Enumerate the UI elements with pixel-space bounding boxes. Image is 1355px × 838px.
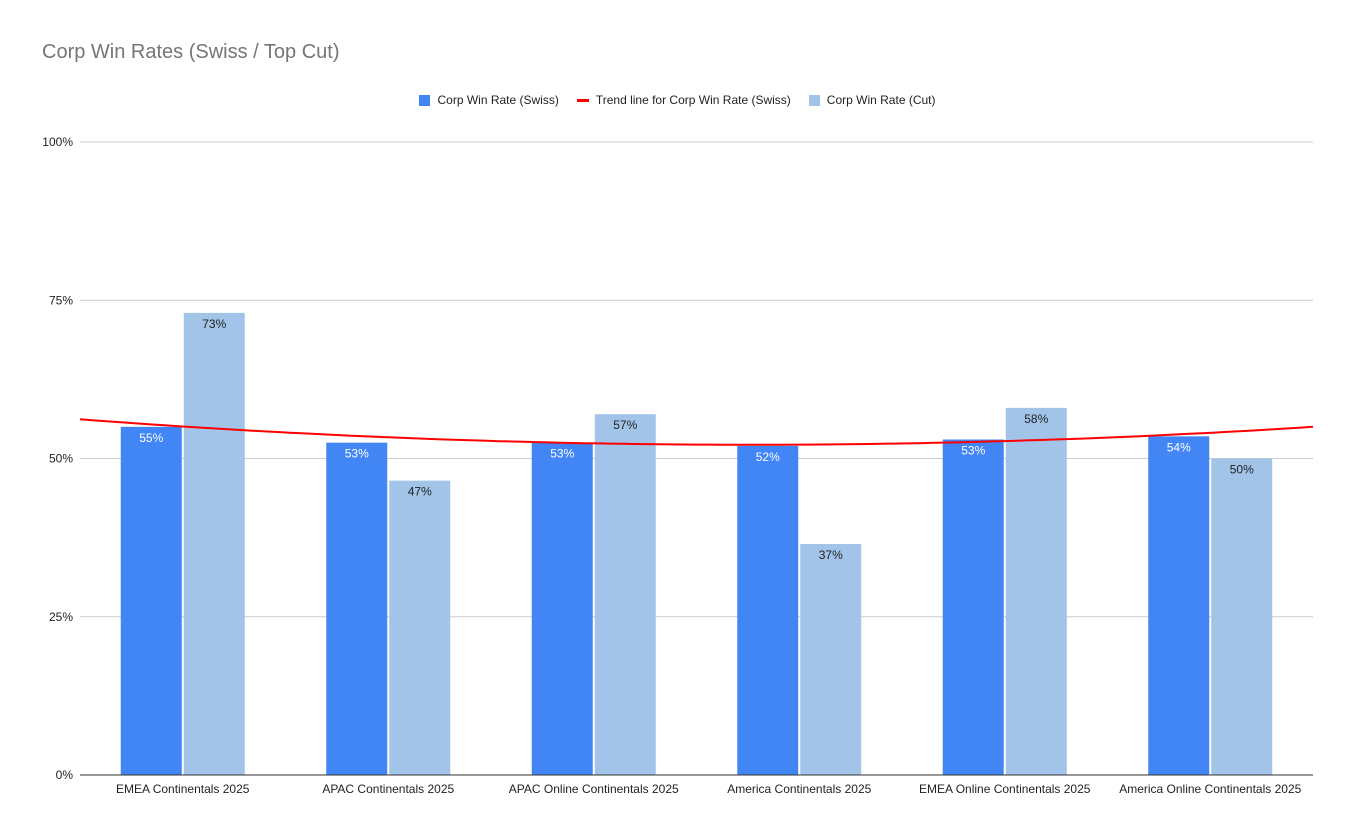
data-label: 73%	[202, 317, 226, 331]
chart-title: Corp Win Rates (Swiss / Top Cut)	[42, 41, 340, 63]
bar[interactable]	[389, 480, 451, 775]
y-tick-label: 100%	[42, 135, 73, 149]
legend-label-trendline: Trend line for Corp Win Rate (Swiss)	[595, 93, 791, 107]
bar[interactable]	[531, 442, 593, 775]
data-label: 52%	[756, 450, 780, 464]
bar[interactable]	[1211, 458, 1273, 776]
legend-swatch-trendline	[576, 98, 589, 102]
chart-legend: Corp Win Rate (Swiss) Trend line for Cor…	[0, 93, 1355, 107]
y-tick-label: 50%	[49, 452, 73, 466]
legend-label-cut: Corp Win Rate (Cut)	[826, 93, 936, 107]
legend-item-cut[interactable]: Corp Win Rate (Cut)	[808, 93, 936, 107]
data-label: 57%	[613, 418, 637, 432]
data-label: 54%	[1167, 440, 1191, 454]
bar[interactable]	[1148, 436, 1210, 775]
data-label: 55%	[139, 431, 163, 445]
bar[interactable]	[183, 312, 245, 775]
x-tick-label: America Continentals 2025	[727, 782, 871, 796]
data-label: 53%	[550, 447, 574, 461]
x-tick-label: APAC Continentals 2025	[322, 782, 454, 796]
y-tick-label: 25%	[49, 610, 73, 624]
bar[interactable]	[737, 445, 799, 775]
trend-line	[79, 418, 1314, 446]
data-label: 50%	[1230, 463, 1254, 477]
bar[interactable]	[326, 442, 388, 775]
bar[interactable]	[594, 414, 656, 775]
bar[interactable]	[942, 439, 1004, 775]
legend-swatch-swiss	[419, 94, 431, 106]
x-tick-label: EMEA Continentals 2025	[116, 782, 250, 796]
bar[interactable]	[1005, 407, 1067, 775]
legend-swatch-cut	[808, 94, 820, 106]
x-tick-label: EMEA Online Continentals 2025	[919, 782, 1091, 796]
x-tick-label: America Online Continentals 2025	[1119, 782, 1301, 796]
legend-item-swiss[interactable]: Corp Win Rate (Swiss)	[419, 93, 559, 107]
data-label: 53%	[345, 447, 369, 461]
legend-label-swiss: Corp Win Rate (Swiss)	[437, 93, 559, 107]
data-label: 37%	[819, 548, 843, 562]
legend-item-trendline[interactable]: Trend line for Corp Win Rate (Swiss)	[576, 93, 791, 107]
bar[interactable]	[120, 426, 182, 775]
y-tick-label: 75%	[49, 293, 73, 307]
y-tick-label: 0%	[56, 768, 74, 782]
data-label: 53%	[961, 444, 985, 458]
data-label: 58%	[1024, 412, 1048, 426]
bar[interactable]	[800, 543, 862, 775]
data-label: 47%	[408, 485, 432, 499]
x-tick-label: APAC Online Continentals 2025	[509, 782, 679, 796]
